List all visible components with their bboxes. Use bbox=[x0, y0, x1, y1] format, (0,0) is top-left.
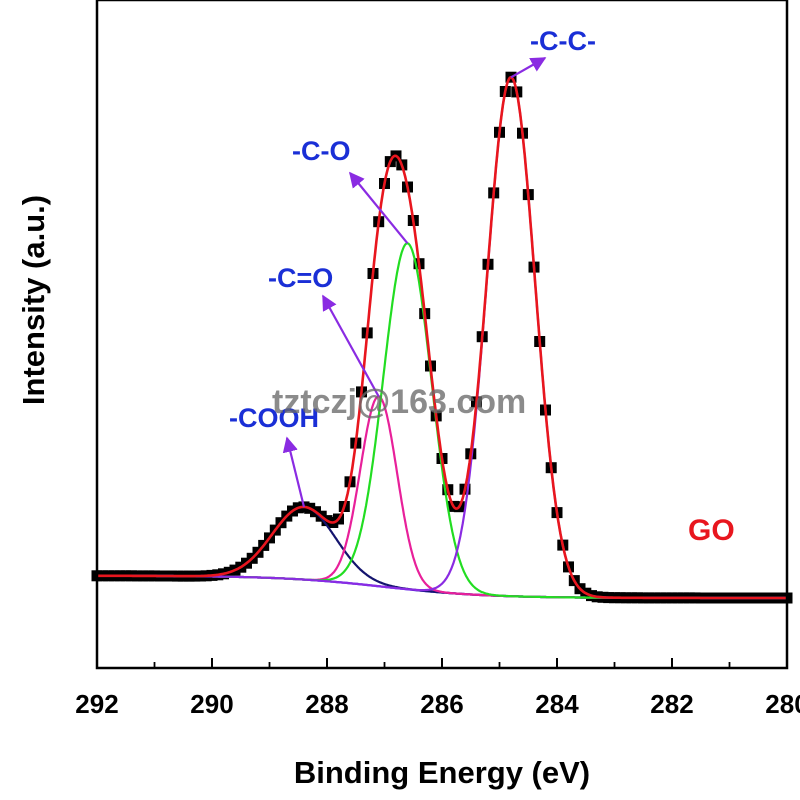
c-o-arrow bbox=[349, 171, 409, 244]
x-tick-label: 292 bbox=[75, 689, 118, 719]
sample-label: GO bbox=[688, 514, 735, 547]
c-c-label: -C-C- bbox=[530, 26, 596, 56]
c-double-o-label: -C=O bbox=[268, 263, 333, 293]
y-axis-label: Intensity (a.u.) bbox=[16, 195, 51, 405]
plot-area bbox=[91, 71, 793, 604]
x-tick-label: 282 bbox=[650, 689, 693, 719]
cooh-label: -COOH bbox=[229, 403, 319, 433]
c-o-label: -C-O bbox=[292, 136, 350, 166]
c-double-o-component-line bbox=[97, 395, 787, 600]
envelope-fit-line bbox=[97, 75, 787, 600]
x-axis-label: Binding Energy (eV) bbox=[294, 755, 590, 790]
x-tick-label: 290 bbox=[190, 689, 233, 719]
x-tick-label: 284 bbox=[535, 689, 579, 719]
c-c-arrow bbox=[510, 57, 547, 79]
cooh-arrow bbox=[282, 436, 306, 508]
x-tick-label: 286 bbox=[420, 689, 463, 719]
c-double-o-arrow bbox=[322, 294, 380, 398]
x-tick-label: 288 bbox=[305, 689, 348, 719]
x-tick-label: 280 bbox=[765, 689, 800, 719]
c-c-component-line bbox=[97, 76, 787, 600]
watermark: tztczj@163.com bbox=[272, 383, 526, 421]
peak-annotations: -COOH -C=O -C-O -C-C- bbox=[229, 26, 596, 508]
plot-frame bbox=[95, 0, 789, 670]
x-axis-ticks: 292 290 288 286 284 282 280 bbox=[75, 658, 800, 719]
